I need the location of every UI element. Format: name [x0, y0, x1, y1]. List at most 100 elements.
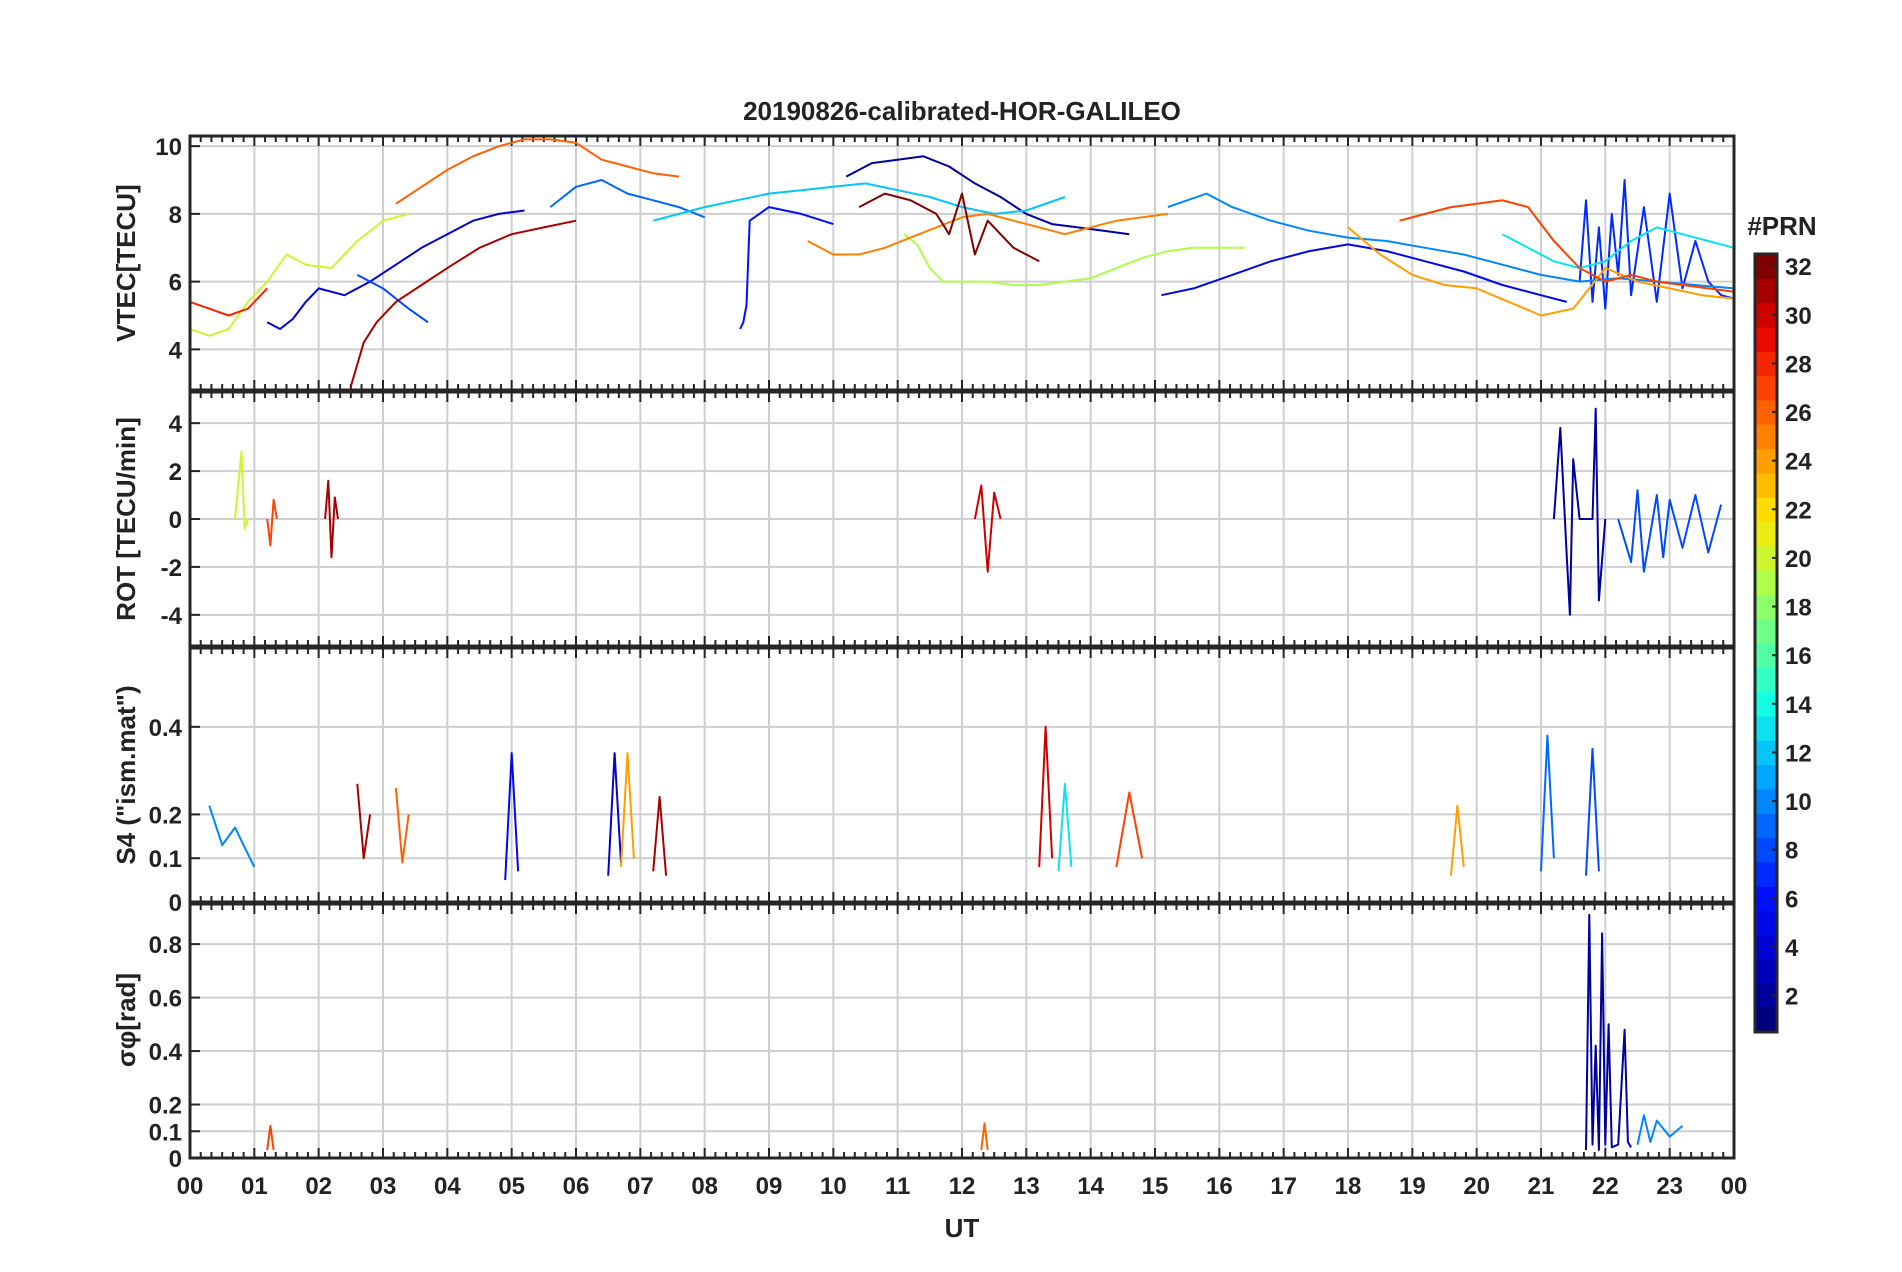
s4-ytick-label: 0.1: [149, 846, 182, 873]
vtec-series-prn-28: [189, 287, 268, 317]
vtec-series-prn-2: [845, 155, 1130, 236]
sigma-ytick-label: 0.4: [149, 1039, 183, 1066]
vtec-series-prn-6: [739, 206, 834, 330]
sigma-ytick-label: 0.6: [149, 986, 182, 1013]
rot-series-prn-20: [234, 450, 249, 530]
colorbar-segment: [1755, 715, 1777, 741]
s4-ylabel: S4 ("ism.mat"): [111, 685, 141, 864]
sigma-frame: [188, 902, 1736, 1160]
rot-ytick-label: -4: [161, 603, 183, 630]
colorbar-tick-label: 14: [1785, 692, 1812, 719]
colorbar-segment: [1755, 813, 1777, 839]
xtick-label: 21: [1528, 1173, 1555, 1200]
xtick-label: 05: [498, 1173, 525, 1200]
vtec-series-prn-27: [1399, 199, 1735, 293]
colorbar-segment: [1755, 788, 1777, 814]
x-axis: 00 01 02 03 04 05 06 07 08 09 10 11 12 13 14 15 16 17 18 19…: [177, 1173, 1748, 1200]
sigma-series-prn-2: [1585, 913, 1632, 1151]
rot-ylabel: ROT [TECU/min]: [111, 417, 141, 621]
vtec-series-prn-5: [1161, 243, 1567, 303]
colorbar-tick-label: 20: [1785, 546, 1812, 573]
s4-series-prn-13: [1057, 782, 1073, 872]
xtick-label: 00: [1721, 1173, 1748, 1200]
sigma-ytick-label: 0.2: [149, 1093, 182, 1120]
vtec-series-prn-7: [1578, 179, 1735, 310]
vtec-series-prn-24: [1347, 226, 1735, 317]
vtec-frame: [188, 134, 1736, 392]
colorbar-segment: [1755, 375, 1777, 401]
sigma-ytick-label: 0.1: [149, 1119, 182, 1146]
colorbar-frame: [1753, 252, 1779, 1034]
xtick-label: 16: [1206, 1173, 1233, 1200]
sigma-ylabel: σφ[rad]: [111, 973, 141, 1067]
vtec-series-prn-9: [549, 179, 706, 219]
colorbar-tick-label: 10: [1785, 789, 1812, 816]
vtec-series-prn-26: [395, 138, 680, 205]
colorbar-tick-label: 8: [1785, 838, 1798, 865]
sigma-ytick-label: 0: [169, 1146, 182, 1173]
s4-series-prn-30: [1038, 725, 1054, 868]
colorbar-segment: [1755, 594, 1777, 620]
s4-series-prn-31: [356, 783, 372, 860]
colorbar-segment: [1755, 764, 1777, 790]
sigma-series-prn-10: [1636, 1114, 1684, 1145]
colorbar-label: #PRN: [1747, 211, 1816, 241]
colorbar-segment: [1755, 861, 1777, 887]
colorbar-tick-label: 2: [1785, 984, 1798, 1011]
colorbar-segment: [1755, 983, 1777, 1009]
xtick-label: 20: [1463, 1173, 1490, 1200]
colorbar-segment: [1755, 667, 1777, 693]
colorbar-tick-label: 24: [1785, 449, 1812, 476]
sigma-series-prn-27: [266, 1124, 275, 1151]
sigma-panel: σφ[rad] 00.10.2 0.4 0.6 0.8: [111, 902, 1736, 1173]
xtick-label: 04: [434, 1173, 461, 1200]
colorbar-segment: [1755, 910, 1777, 936]
xtick-label: 19: [1399, 1173, 1426, 1200]
colorbar-segment: [1755, 351, 1777, 377]
colorbar-segment: [1755, 424, 1777, 450]
xtick-label: 11: [885, 1173, 910, 1200]
colorbar-segment: [1755, 643, 1777, 668]
xtick-label: 00: [177, 1173, 204, 1200]
vtec-ytick-label: 6: [169, 270, 182, 297]
vtec-series-prn-20: [189, 212, 409, 337]
vtec-ylabel: VTEC[TECU]: [111, 184, 141, 341]
vtec-series-prn-25: [807, 212, 1169, 256]
s4-panel: S4 ("ism.mat") 0 0.1 0.2 0.4: [111, 646, 1736, 917]
vtec-panel: VTEC[TECU] 4 6 8 10: [111, 134, 1736, 392]
xtick-label: 22: [1592, 1173, 1619, 1200]
xtick-label: 10: [820, 1173, 847, 1200]
xtick-label: 08: [691, 1173, 718, 1200]
rot-ytick-label: 0: [169, 507, 182, 534]
rot-series-prn-30: [973, 484, 1002, 573]
s4-frame: [188, 646, 1736, 904]
s4-ytick-label: 0.2: [149, 802, 182, 829]
colorbar-segment: [1755, 618, 1777, 644]
s4-series-prn-24: [620, 752, 635, 868]
s4-series-prn-8: [1585, 747, 1600, 876]
colorbar-segment: [1755, 959, 1777, 984]
vtec-series-prn-13: [1501, 226, 1735, 270]
s4-series-prn-24: [1449, 804, 1465, 876]
sigma-ytick-label: 0.8: [149, 932, 182, 959]
colorbar-tick-label: 32: [1785, 254, 1812, 281]
colorbar-tick-label: 22: [1785, 497, 1812, 524]
s4-series-prn-10: [208, 805, 256, 868]
xtick-label: 09: [756, 1173, 783, 1200]
s4-series-prn-31: [652, 795, 668, 876]
s4-series-prn-27: [1115, 791, 1144, 868]
vtec-series-prn-31: [349, 219, 577, 387]
xtick-label: 18: [1335, 1173, 1362, 1200]
s4-series-prn-5: [504, 752, 520, 881]
rot-series-prn-27: [266, 498, 278, 547]
x-axis-label: UT: [945, 1213, 980, 1243]
colorbar-segment: [1755, 448, 1777, 474]
colorbar-tick-label: 30: [1785, 303, 1812, 330]
vtec-series-prn-12: [652, 182, 1066, 222]
sigma-series-prn-26: [980, 1122, 989, 1151]
xtick-label: 07: [627, 1173, 654, 1200]
chart-title: 20190826-calibrated-HOR-GALILEO: [743, 96, 1181, 126]
colorbar-segment: [1755, 302, 1777, 328]
vtec-ytick-label: 10: [155, 134, 182, 161]
